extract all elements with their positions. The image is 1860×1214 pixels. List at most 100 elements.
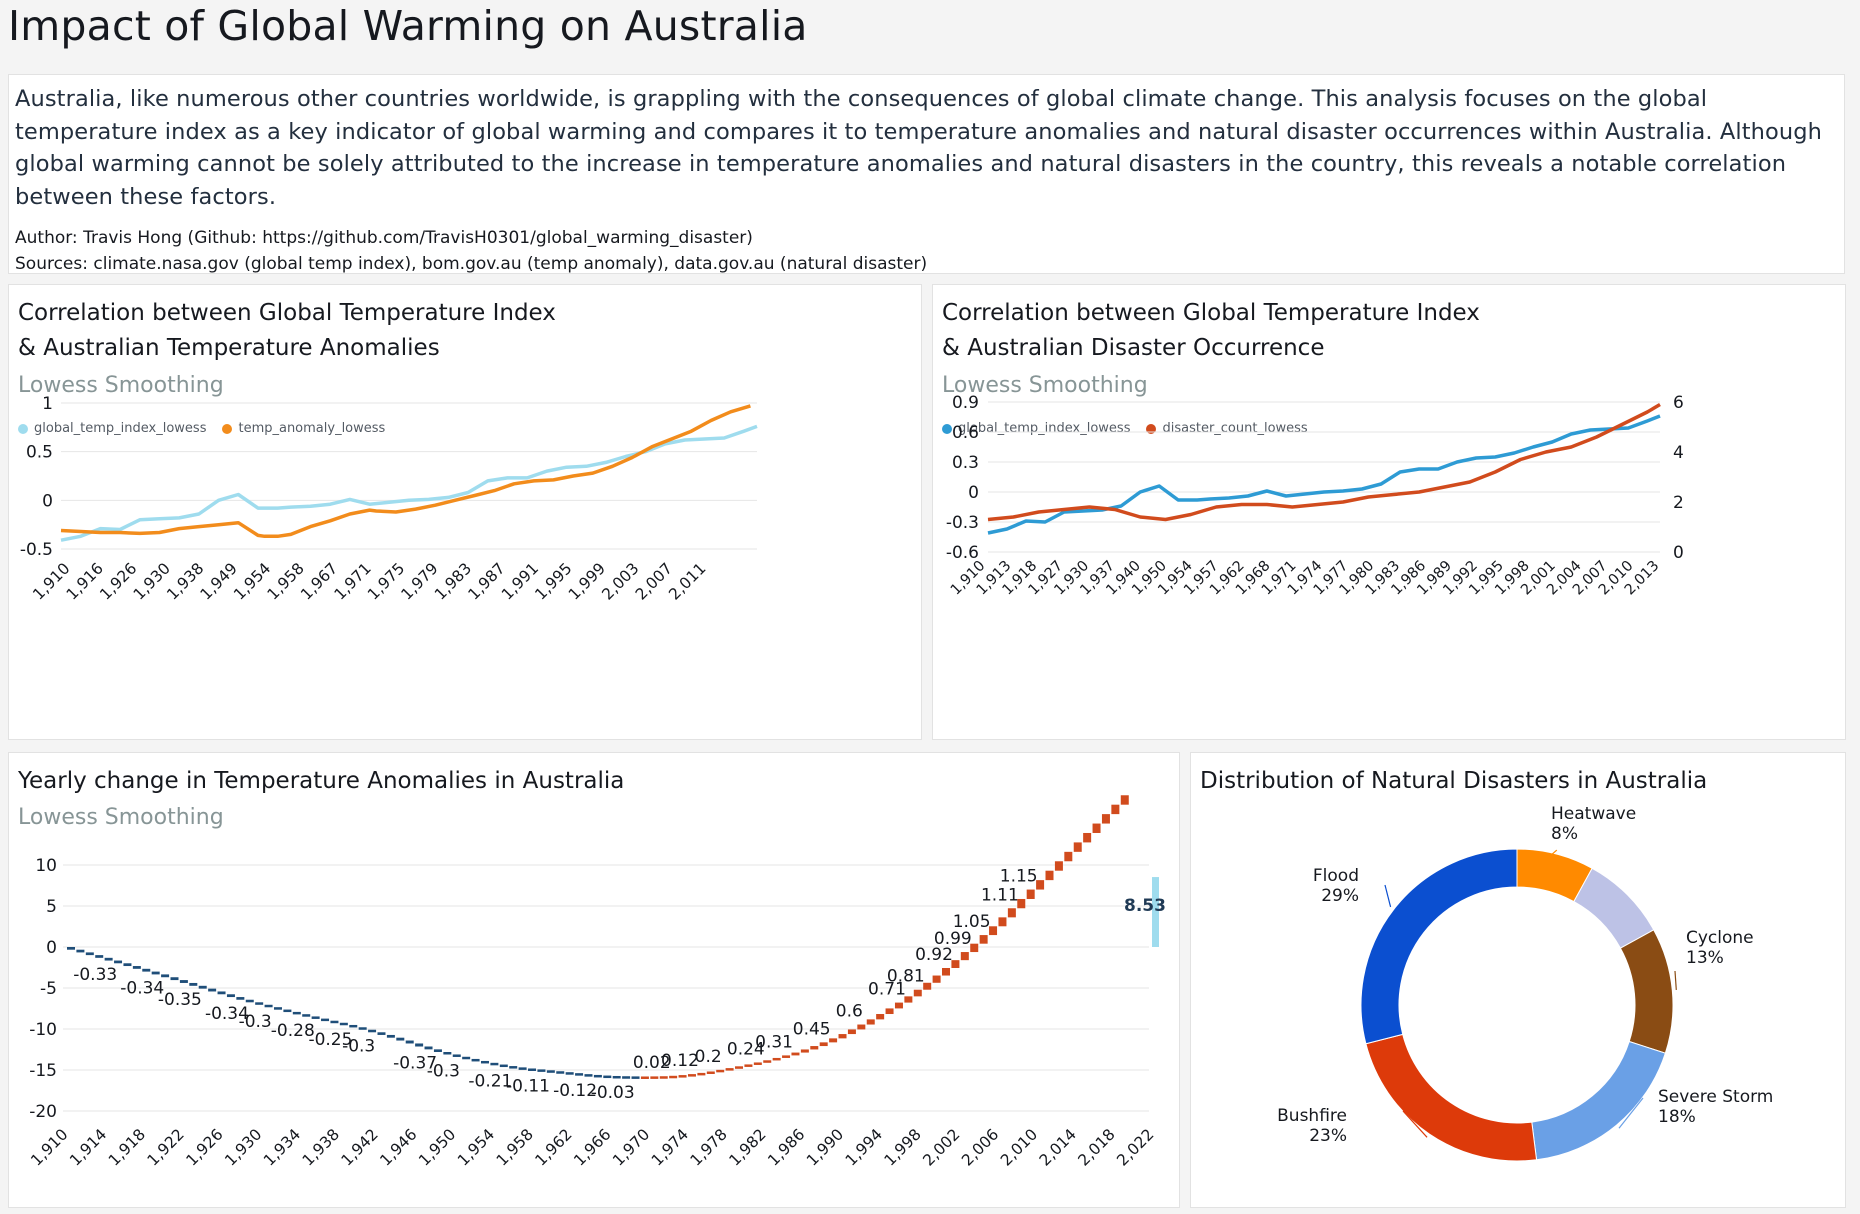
decrease-bar [330, 1020, 339, 1024]
decrease-bar [339, 1022, 348, 1026]
decrease-bar [236, 997, 245, 1000]
increase-bar [735, 1066, 744, 1069]
increase-bar [800, 1049, 809, 1053]
decrease-bar [556, 1071, 565, 1074]
increase-bar [829, 1038, 838, 1043]
y-tick-label: -15 [29, 1061, 57, 1081]
page-title: Impact of Global Warming on Australia [8, 2, 808, 50]
y-tick-label-left: 0.6 [952, 423, 979, 443]
x-tick-label: 1,942 [338, 1125, 382, 1169]
data-label: -0.34 [120, 979, 164, 999]
decrease-bar [245, 999, 254, 1003]
data-label: 1.15 [1000, 867, 1038, 887]
x-tick-label: 1,910 [29, 559, 73, 603]
x-tick-label: 2,003 [598, 559, 642, 603]
x-tick-label: 2,014 [1036, 1125, 1080, 1169]
slice-flood [1360, 848, 1518, 1045]
decrease-bar [208, 988, 217, 992]
increase-bar [932, 975, 941, 983]
increase-bar [979, 935, 988, 944]
decrease-bar [631, 1076, 640, 1079]
data-label: 0.6 [836, 1002, 863, 1022]
increase-bar [1083, 832, 1092, 843]
data-label: 1.11 [981, 885, 1019, 905]
y-tick-label-right: 0 [1673, 543, 1684, 563]
decrease-bar [415, 1043, 424, 1047]
increase-bar [894, 1002, 903, 1009]
slice-label: Flood [1313, 866, 1359, 886]
decrease-bar [433, 1049, 442, 1053]
increase-bar [716, 1069, 725, 1073]
legend-item[interactable]: global_temp_index_lowess [18, 421, 206, 436]
x-tick-label: 2,010 [997, 1125, 1041, 1169]
x-tick-label: 1,979 [398, 559, 442, 603]
y-tick-label: 0.5 [26, 443, 53, 463]
increase-bar [640, 1076, 649, 1079]
increase-bar [678, 1075, 687, 1078]
x-tick-label: 2,011 [665, 559, 709, 603]
increase-bar [650, 1076, 659, 1079]
decrease-bar [283, 1009, 292, 1013]
increase-bar [659, 1076, 668, 1079]
chart-panel-yearly-change: Yearly change in Temperature Anomalies i… [8, 752, 1180, 1208]
increase-bar [1045, 870, 1054, 881]
data-label: 0.99 [934, 929, 972, 949]
increase-bar [697, 1072, 706, 1076]
decrease-bar [593, 1074, 602, 1078]
chart1-title-line1: Correlation between Global Temperature I… [18, 300, 556, 326]
intro-panel: Australia, like numerous other countries… [8, 74, 1845, 274]
increase-bar [913, 989, 922, 997]
y-tick-label-left: 0.9 [952, 393, 979, 413]
x-tick-label: 2,002 [919, 1125, 963, 1169]
x-tick-label: 1,930 [130, 559, 174, 603]
x-tick-label: 1,995 [532, 559, 576, 603]
slice-cyclone [1619, 929, 1674, 1054]
increase-bar [744, 1064, 753, 1067]
slice-label: Bushfire [1277, 1106, 1347, 1126]
decrease-bar [311, 1016, 320, 1019]
y-tick-label: -10 [29, 1020, 57, 1040]
increase-bar [1017, 898, 1026, 909]
x-tick-label: 1,978 [687, 1125, 731, 1169]
chart2-subtitle: Lowess Smoothing [942, 373, 1148, 398]
x-tick-label: 2,007 [632, 559, 676, 603]
decrease-bar [198, 985, 207, 989]
decrease-bar [480, 1060, 489, 1064]
slice-label: Severe Storm [1658, 1087, 1773, 1107]
chart1-subtitle: Lowess Smoothing [18, 373, 224, 398]
x-tick-label: 1,926 [96, 559, 140, 603]
increase-bar [1054, 861, 1063, 871]
increase-bar [1111, 804, 1120, 815]
decrease-bar [622, 1076, 631, 1079]
leader-line [1532, 849, 1558, 872]
x-tick-label: 1,962 [532, 1125, 576, 1169]
increase-bar [706, 1071, 715, 1074]
data-label: -0.12 [553, 1081, 597, 1101]
decrease-bar [537, 1069, 546, 1072]
data-label: 1.05 [953, 912, 991, 932]
data-label: -0.11 [506, 1076, 550, 1096]
increase-bar [1073, 842, 1082, 852]
x-tick-label: 1,990 [803, 1125, 847, 1169]
increase-bar [1120, 795, 1129, 805]
decrease-bar [462, 1056, 471, 1060]
slice-pct: 13% [1686, 948, 1724, 968]
increase-bar [1026, 889, 1035, 899]
decrease-bar [217, 991, 226, 995]
increase-bar [923, 982, 932, 990]
y-tick-label: 0 [42, 491, 53, 511]
x-tick-label: 1,930 [221, 1125, 265, 1169]
x-tick-label: 2,022 [1113, 1125, 1157, 1169]
increase-bar [763, 1060, 772, 1063]
total-bar [1152, 877, 1159, 947]
y-tick-label-left: -0.3 [946, 513, 979, 533]
legend-dot [18, 423, 28, 434]
decrease-bar [584, 1074, 593, 1077]
x-tick-label: 1,946 [376, 1125, 420, 1169]
chart3-svg: 1050-5-10-15-208.53-0.33-0.34-0.35-0.34-… [27, 795, 1166, 1170]
x-tick-label: 1,986 [764, 1125, 808, 1169]
x-tick-label: 1,970 [609, 1125, 653, 1169]
legend-item[interactable]: temp_anomaly_lowess [222, 421, 385, 436]
series-line-global_temp_index_lowess [987, 414, 1661, 535]
x-tick-label: 1,967 [297, 559, 341, 603]
